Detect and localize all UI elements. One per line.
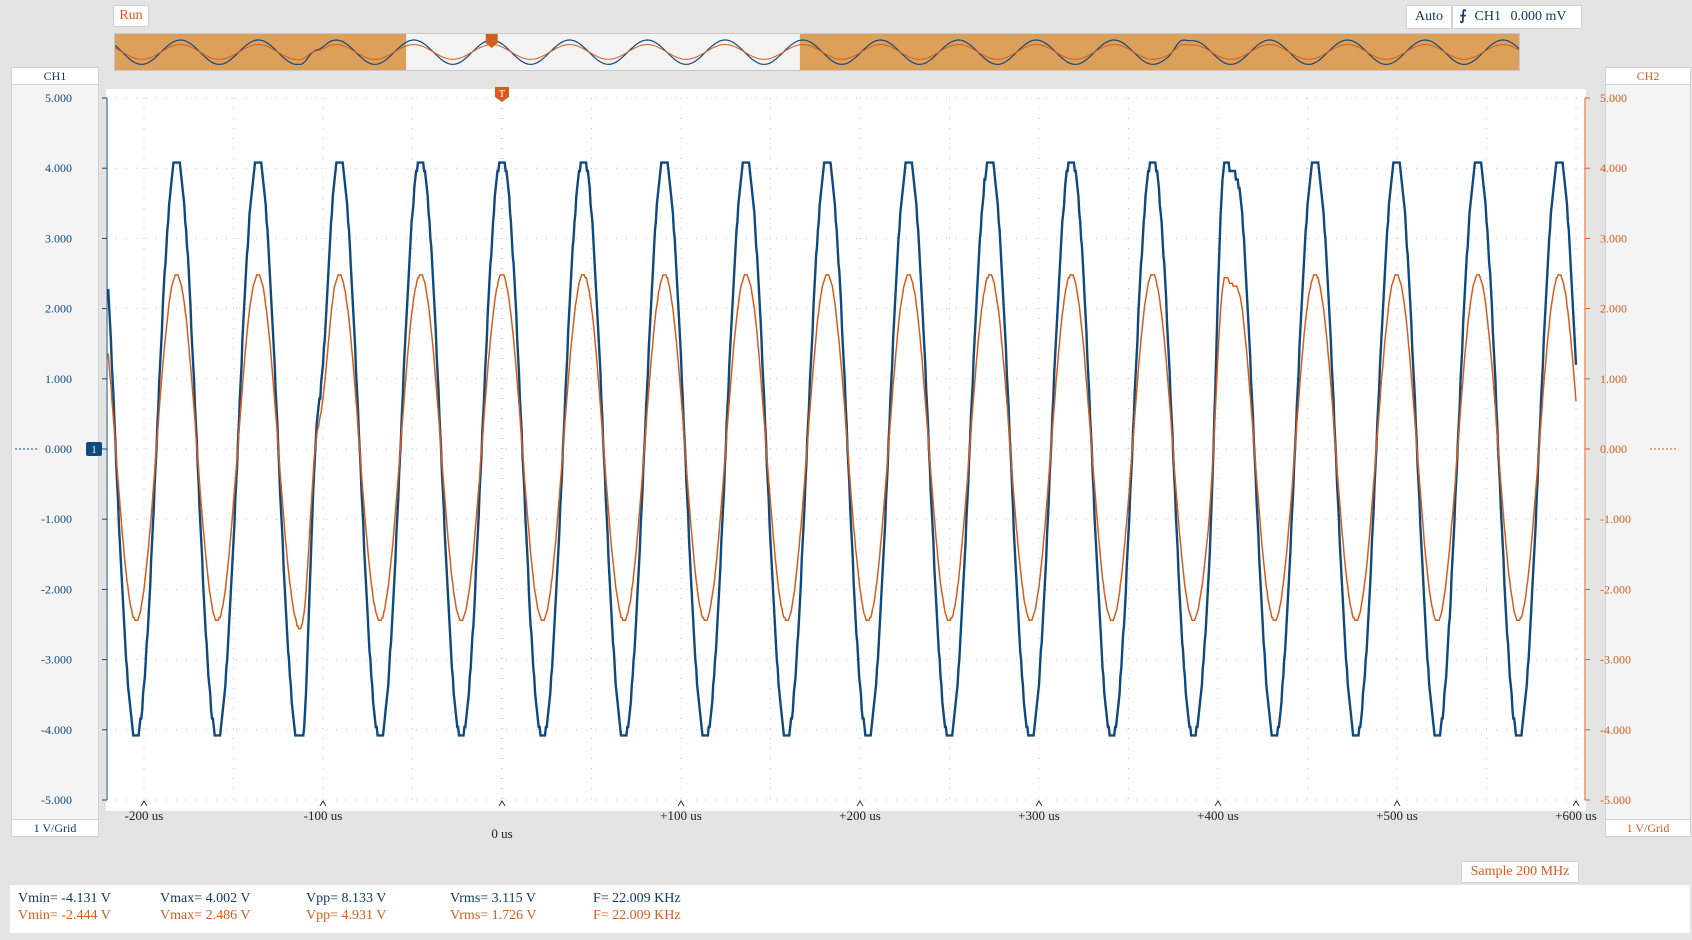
sample-rate[interactable]: Sample 200 MHz — [1461, 861, 1579, 883]
ch1-scale[interactable]: 1 V/Grid — [12, 819, 98, 836]
x-tick-arrow — [1572, 800, 1580, 807]
overview-ch2-trace — [114, 43, 1520, 61]
run-status-button[interactable]: Run — [113, 5, 149, 27]
x-tick-arrow — [319, 800, 327, 807]
trigger-level: 0.000 mV — [1510, 9, 1567, 24]
x-zero-arrow — [498, 800, 506, 807]
x-tick-label: -200 us — [125, 808, 164, 823]
x-tick-arrow — [677, 800, 685, 807]
rising-edge-icon: ⨍ — [1459, 9, 1467, 24]
x-tick-arrow — [140, 800, 148, 807]
ch2-vmax: Vmax= 2.486 V — [160, 908, 251, 923]
ch2-vrms: Vrms= 1.726 V — [450, 908, 537, 923]
ch1-label: CH1 — [12, 68, 98, 85]
ch1-freq: F= 22.009 KHz — [593, 891, 681, 906]
overview-right-shade — [799, 34, 1519, 70]
trigger-source: CH1 — [1474, 9, 1501, 24]
overview-trigger-icon — [485, 34, 498, 48]
overview-left-shade — [115, 34, 407, 70]
ch1-vpp: Vpp= 8.133 V — [306, 891, 387, 906]
oscilloscope-plot: 5.0004.0003.0002.0001.0000.000-1.000-2.0… — [15, 87, 1678, 841]
ch2-freq: F= 22.009 KHz — [593, 908, 681, 923]
ch2-vmin: Vmin= -2.444 V — [18, 908, 111, 923]
waveform-overview[interactable] — [114, 33, 1520, 71]
ch2-label: CH2 — [1606, 68, 1690, 85]
trigger-position-icon — [495, 87, 509, 102]
overview-svg — [114, 34, 1520, 70]
measurement-panel: Vmin= -4.131 V Vmax= 4.002 V Vpp= 8.133 … — [10, 885, 1690, 933]
x-tick-label: -100 us — [304, 808, 343, 823]
x-tick-arrow — [1214, 800, 1222, 807]
ch1-vmax: Vmax= 4.002 V — [160, 891, 251, 906]
x-tick-label: +500 us — [1376, 808, 1418, 823]
x-tick-label: +100 us — [660, 808, 702, 823]
x-tick-label: +400 us — [1197, 808, 1239, 823]
ch2-scale[interactable]: 1 V/Grid — [1606, 819, 1690, 836]
x-zero-label: 0 us — [491, 826, 512, 841]
x-tick-arrow — [1035, 800, 1043, 807]
x-tick-arrow — [1393, 800, 1401, 807]
ch2-trace — [107, 274, 1577, 630]
ch1-trace — [107, 161, 1578, 737]
x-tick-label: +600 us — [1555, 808, 1597, 823]
trigger-mode-button[interactable]: Auto — [1406, 5, 1452, 29]
x-tick-label: +200 us — [839, 808, 881, 823]
ch2-axis-panel[interactable]: CH2 1 V/Grid — [1605, 67, 1691, 837]
ch1-vrms: Vrms= 3.115 V — [450, 891, 537, 906]
ch1-axis-panel[interactable]: CH1 1 V/Grid — [11, 67, 99, 837]
trigger-position-label: T — [499, 89, 505, 100]
x-tick-label: +300 us — [1018, 808, 1060, 823]
ch1-vmin: Vmin= -4.131 V — [18, 891, 111, 906]
x-tick-arrow — [856, 800, 864, 807]
trigger-settings[interactable]: ⨍ CH1 0.000 mV — [1452, 5, 1582, 29]
ch2-vpp: Vpp= 4.931 V — [306, 908, 387, 923]
overview-ch1-trace — [114, 39, 1520, 65]
